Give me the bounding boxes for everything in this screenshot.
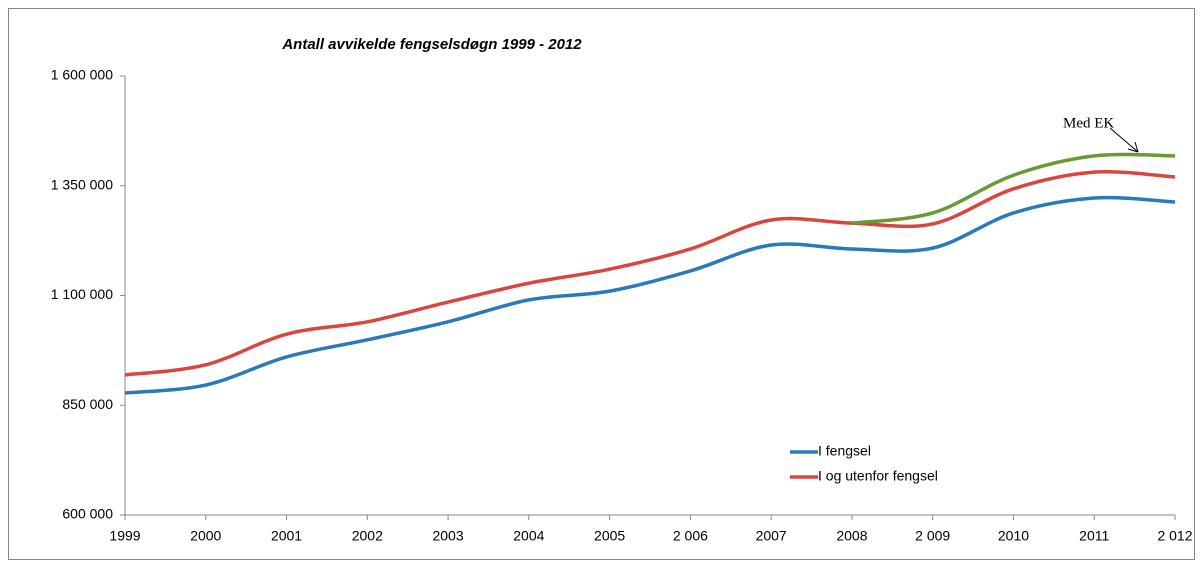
chart-title: Antall avvikelde fengselsdøgn 1999 - 201… bbox=[281, 36, 582, 53]
y-tick-label: 1 350 000 bbox=[51, 176, 113, 192]
x-tick-label: 2005 bbox=[594, 528, 625, 544]
x-tick-label: 2011 bbox=[1079, 528, 1109, 544]
x-tick-label: 2002 bbox=[352, 528, 383, 544]
chart-frame bbox=[8, 8, 1195, 560]
y-tick-label: 850 000 bbox=[62, 396, 113, 412]
x-tick-label: 2 012 bbox=[1157, 528, 1192, 544]
legend-label: I og utenfor fengsel bbox=[818, 468, 938, 484]
x-tick-label: 2 006 bbox=[673, 528, 708, 544]
x-tick-label: 2010 bbox=[998, 528, 1029, 544]
x-tick-label: 1999 bbox=[109, 528, 140, 544]
series-line bbox=[124, 170, 1176, 377]
x-tick-label: 2007 bbox=[756, 528, 787, 544]
annotation: Med EK bbox=[1063, 115, 1114, 131]
y-tick-label: 1 100 000 bbox=[51, 286, 113, 302]
y-tick-label: 1 600 000 bbox=[51, 67, 113, 83]
series-line bbox=[851, 152, 1176, 225]
annotation-arrowhead bbox=[1127, 141, 1139, 153]
x-tick-label: 2 009 bbox=[915, 528, 950, 544]
annotation-arrow bbox=[1109, 127, 1139, 153]
x-tick-label: 2001 bbox=[271, 528, 302, 544]
x-tick-label: 2000 bbox=[190, 528, 221, 544]
y-tick-label: 600 000 bbox=[62, 506, 113, 522]
x-tick-label: 2008 bbox=[836, 528, 867, 544]
x-tick-label: 2003 bbox=[432, 528, 463, 544]
series-line bbox=[124, 195, 1176, 395]
x-tick-label: 2004 bbox=[513, 528, 544, 544]
legend-label: I fengsel bbox=[818, 443, 871, 459]
